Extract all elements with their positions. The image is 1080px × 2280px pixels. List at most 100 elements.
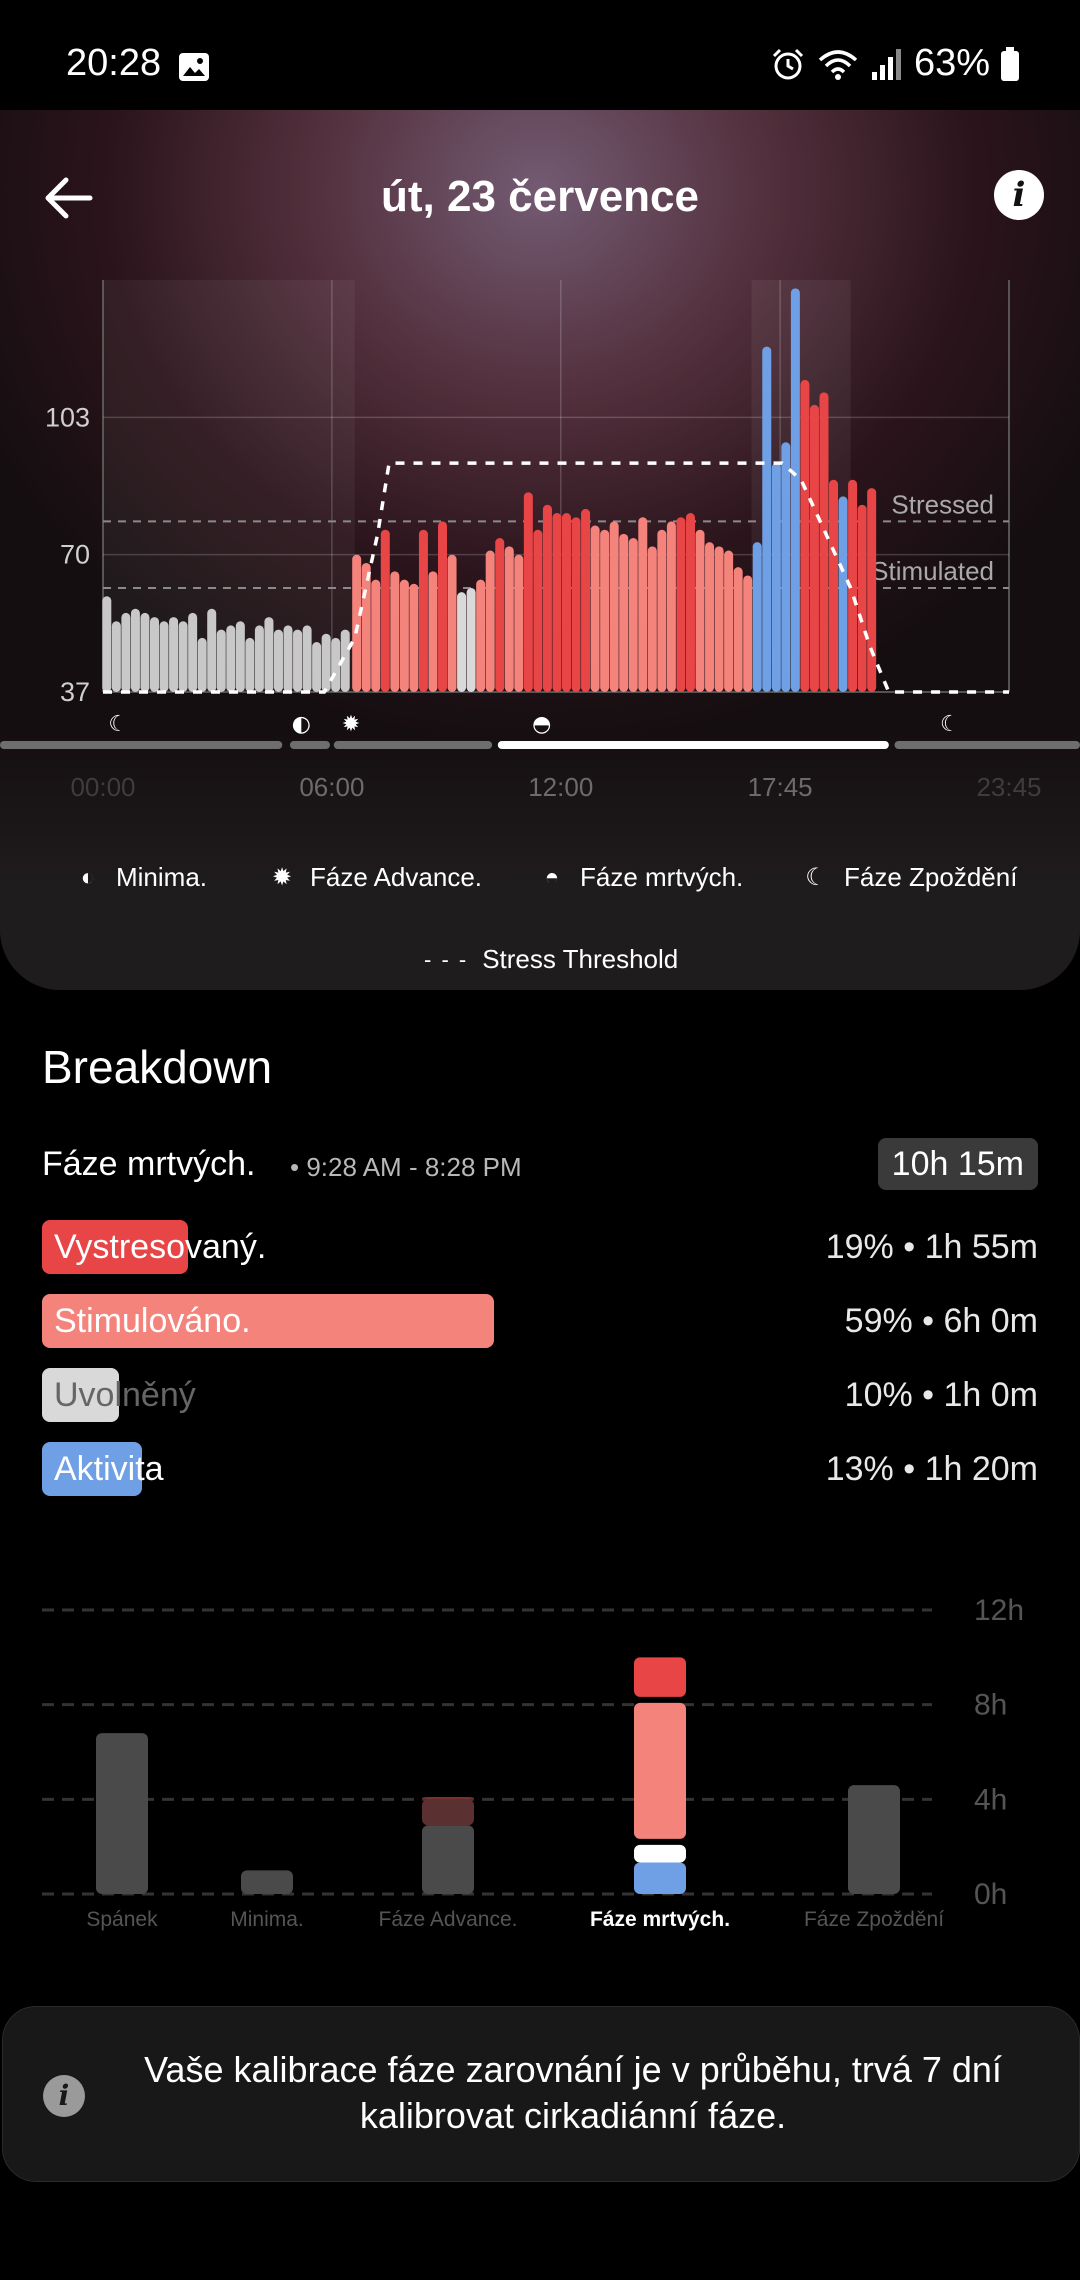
chart-bar-activity [752,542,762,692]
summary-bar-activity [634,1862,686,1894]
legend-advance: ✹ Fáze Advance. [268,862,482,893]
phase-name: Fáze mrtvých. [42,1145,256,1183]
chart-bar-stimulated [600,529,610,692]
summary-bar-dim-stimulated [422,1799,474,1826]
stress-threshold-curve [103,461,1009,694]
chart-bar-activity [771,463,781,692]
stimulated-label: Stimulated [871,556,994,586]
chart-bar-sleep [340,629,350,692]
chart-bar-stressed [533,529,543,692]
breakdown-label: Vystresovaný. [54,1228,267,1266]
chart-bar-sleep [254,625,264,692]
summary-bar-neutral [422,1825,474,1894]
y-tick-label: 103 [45,402,90,432]
crescent-moon-icon: ☾ [108,712,128,737]
breakdown-label: Uvolněný [54,1376,196,1414]
breakdown-label: Stimulováno. [54,1302,251,1340]
summary-y-tick: 0h [974,1878,1007,1911]
chart-bar-stimulated [485,550,495,692]
chart-bar-sleep [312,642,322,692]
battery-percent: 63% [913,42,990,84]
chart-bar-stressed [676,517,686,692]
breakdown-bar [42,1294,494,1348]
breakdown-row: Uvolněný 10% • 1h 0m [42,1368,1038,1422]
summary-category-label: Spánek [86,1908,158,1931]
x-tick-label: 06:00 [299,772,364,802]
y-tick-label: 37 [60,677,90,707]
summary-bar-relaxed [634,1844,686,1863]
summary-bar-stimulated [634,1702,686,1839]
dashed-line-icon: - - - [424,946,469,972]
summary-bar-neutral [848,1785,900,1894]
phase-time-range: • 9:28 AM - 8:28 PM [290,1152,522,1182]
x-tick-label: 00:00 [70,772,135,802]
phase-duration-badge: 10h 15m [877,1138,1038,1190]
chart-bar-sleep [140,612,150,692]
info-icon: i [43,2075,85,2117]
chart-bar-stimulated [666,521,676,692]
summary-category-label: Fáze Advance. [379,1908,518,1931]
chart-bar-stimulated [514,554,524,692]
chart-bar-stimulated [628,538,638,692]
chart-bar-sleep [273,629,283,692]
chart-bar-stimulated [447,554,457,692]
chart-bar-stressed [829,479,839,692]
chart-bar-stimulated [724,550,734,692]
summary-category-label: Minima. [230,1908,304,1931]
chart-bar-stressed [809,404,819,692]
chart-bar-sleep [264,617,274,692]
chart-bar-stimulated [409,583,419,692]
sun-icon: ✹ [271,864,293,891]
chart-bar-sleep [216,629,226,692]
legend-dead: ◓ Fáze mrtvých. [538,862,744,893]
crescent-moon-icon: ☾ [940,712,960,737]
signal-icon [871,48,901,80]
chart-bar-stimulated [609,521,619,692]
chart-bar-stimulated [714,546,724,692]
chart-bar-sleep [149,617,159,692]
chart-bar-sleep [283,625,293,692]
chart-bar-relaxed [457,592,467,692]
chart-bar-stimulated [638,517,648,692]
legend-minima: ◐ Minima. [74,862,207,893]
battery-icon [1001,46,1019,81]
chart-bar-stimulated [657,529,667,692]
chart-bar-sleep [321,633,331,692]
chart-bar-sleep [188,612,198,692]
chart-bar-sleep [178,621,188,692]
breakdown-label: Aktivita [54,1450,164,1488]
chart-bar-stimulated [476,579,486,692]
breakdown-value: 13% • 1h 20m [825,1450,1038,1488]
legend-threshold: - - - Stress Threshold [424,944,679,974]
page-title: út, 23 července [381,172,699,221]
info-icon[interactable]: i [994,170,1044,220]
breakdown-row: Vystresovaný. 19% • 1h 55m [42,1220,1038,1274]
breakdown-title: Breakdown [42,1041,273,1093]
x-tick-label: 17:45 [748,772,813,802]
breakdown-bar [42,1368,119,1422]
chart-bar-stimulated [399,579,409,692]
chart-bar-activity [838,496,848,692]
half-moon-sun-icon: ◐ [292,712,311,737]
chart-bar-stressed [848,479,858,692]
chart-bar-sleep [293,629,303,692]
chart-bar-stimulated [619,533,629,692]
chart-bar-stimulated [695,529,705,692]
back-arrow-icon[interactable] [40,170,96,226]
x-tick-label: 23:45 [976,772,1041,802]
half-moon-sun-icon: ◐ [80,863,96,891]
chart-bar-stressed [495,538,505,692]
chart-bar-sleep [207,608,217,692]
breakdown-bar [42,1220,188,1274]
chart-bar-stressed [523,492,533,692]
summary-y-tick: 12h [974,1594,1024,1627]
summary-bar-dim-stressed [422,1796,474,1800]
crescent-moon-icon: ☾ [805,864,827,891]
chart-bar-stimulated [371,579,381,692]
chart-bar-sleep [159,621,169,692]
chart-bar-stimulated [743,575,753,692]
sunset-icon: ◓ [532,712,551,737]
legend-delay: ☾ Fáze Zpoždění [802,862,1017,893]
chart-bar-sleep [130,608,140,692]
sun-icon: ✹ [342,712,360,737]
